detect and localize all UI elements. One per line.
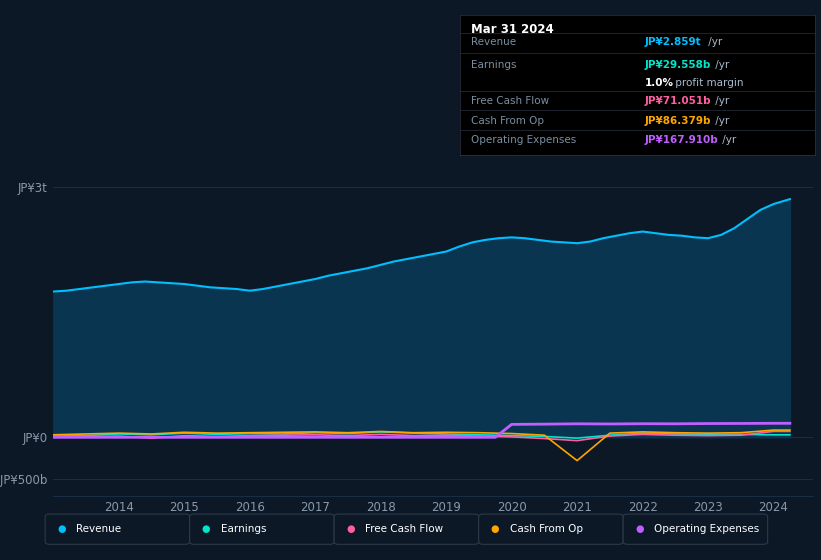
Text: ●: ● xyxy=(635,524,644,534)
Text: JP¥2.859t: JP¥2.859t xyxy=(644,38,701,48)
Text: Earnings: Earnings xyxy=(470,60,516,70)
Text: Revenue: Revenue xyxy=(470,38,516,48)
Text: /yr: /yr xyxy=(712,96,729,106)
Text: profit margin: profit margin xyxy=(672,78,743,88)
Text: ●: ● xyxy=(202,524,210,534)
Text: /yr: /yr xyxy=(712,116,729,126)
Text: Mar 31 2024: Mar 31 2024 xyxy=(470,24,553,36)
Text: JP¥86.379b: JP¥86.379b xyxy=(644,116,711,126)
Text: ●: ● xyxy=(491,524,499,534)
Text: Free Cash Flow: Free Cash Flow xyxy=(365,524,443,534)
Text: JP¥71.051b: JP¥71.051b xyxy=(644,96,711,106)
Text: Operating Expenses: Operating Expenses xyxy=(654,524,759,534)
Text: JP¥29.558b: JP¥29.558b xyxy=(644,60,711,70)
Text: Free Cash Flow: Free Cash Flow xyxy=(470,96,548,106)
Text: ●: ● xyxy=(346,524,355,534)
Text: /yr: /yr xyxy=(712,60,729,70)
Text: /yr: /yr xyxy=(705,38,722,48)
Text: /yr: /yr xyxy=(719,136,736,146)
Text: ●: ● xyxy=(57,524,66,534)
Text: Revenue: Revenue xyxy=(76,524,122,534)
Text: Cash From Op: Cash From Op xyxy=(510,524,583,534)
Text: Cash From Op: Cash From Op xyxy=(470,116,544,126)
Text: JP¥167.910b: JP¥167.910b xyxy=(644,136,718,146)
Text: Operating Expenses: Operating Expenses xyxy=(470,136,576,146)
Text: 1.0%: 1.0% xyxy=(644,78,673,88)
Text: Earnings: Earnings xyxy=(221,524,266,534)
